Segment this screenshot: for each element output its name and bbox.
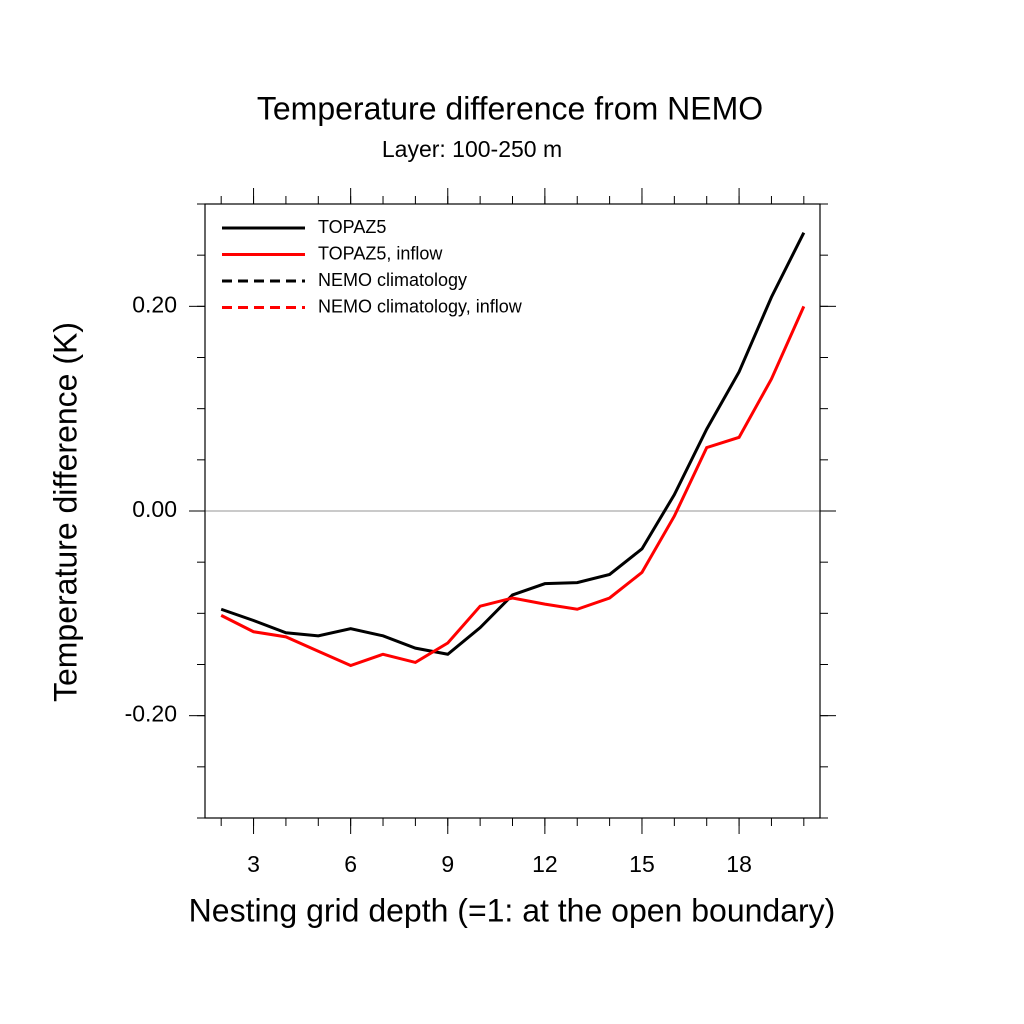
chart-title: Temperature difference from NEMO [257, 90, 763, 126]
x-tick-label: 3 [247, 851, 260, 877]
y-tick-label: -0.20 [125, 701, 177, 727]
y-tick-label: 0.20 [132, 291, 177, 317]
data-line [220, 305, 806, 668]
legend-label: NEMO climatology [318, 270, 467, 290]
x-tick-label: 18 [726, 851, 752, 877]
data-line [220, 231, 806, 656]
x-axis-label: Nesting grid depth (=1: at the open boun… [189, 892, 836, 928]
x-tick-label: 15 [629, 851, 655, 877]
chart-subtitle: Layer: 100-250 m [382, 136, 562, 162]
y-tick-label: 0.00 [132, 496, 177, 522]
x-tick-label: 12 [532, 851, 558, 877]
legend-label: TOPAZ5 [318, 217, 386, 237]
legend-label: TOPAZ5, inflow [318, 243, 443, 263]
legend-label: NEMO climatology, inflow [318, 296, 523, 316]
x-tick-label: 6 [344, 851, 357, 877]
y-axis-label: Temperature difference (K) [47, 322, 83, 702]
plot-frame [204, 203, 821, 819]
x-tick-label: 9 [441, 851, 454, 877]
